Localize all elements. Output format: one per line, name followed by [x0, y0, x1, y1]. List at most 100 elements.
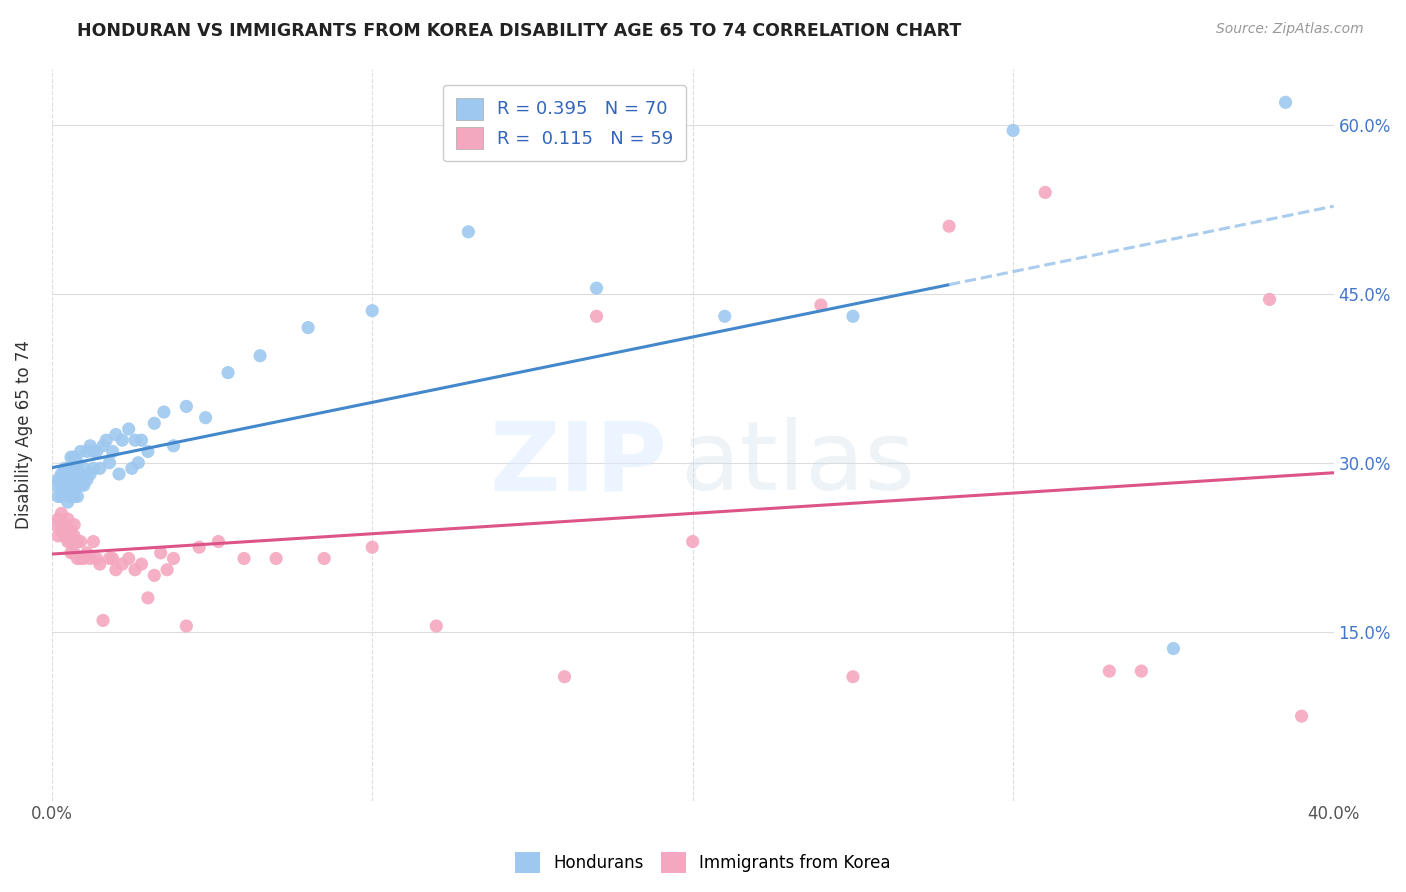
Point — [207, 534, 229, 549]
Point — [86, 444, 108, 458]
Point — [82, 461, 104, 475]
Point — [53, 467, 76, 481]
Point — [51, 524, 73, 538]
Point — [73, 461, 96, 475]
Point — [63, 529, 86, 543]
Point — [1258, 293, 1281, 307]
Point — [56, 524, 79, 538]
Point — [156, 563, 179, 577]
Point — [136, 591, 159, 605]
Point — [118, 551, 141, 566]
Point — [111, 433, 134, 447]
Point — [585, 310, 607, 324]
Point — [63, 517, 86, 532]
Point — [53, 473, 76, 487]
Point — [46, 490, 69, 504]
Point — [91, 439, 114, 453]
Point — [425, 619, 447, 633]
Point — [136, 444, 159, 458]
Point — [56, 512, 79, 526]
Point — [51, 507, 73, 521]
Point — [111, 557, 134, 571]
Point — [89, 461, 111, 475]
Point — [66, 456, 89, 470]
Point — [53, 529, 76, 543]
Point — [56, 534, 79, 549]
Point — [176, 400, 198, 414]
Point — [96, 433, 118, 447]
Point — [86, 551, 108, 566]
Point — [51, 467, 73, 481]
Point — [59, 467, 82, 481]
Point — [79, 551, 101, 566]
Point — [361, 540, 384, 554]
Point — [131, 433, 153, 447]
Point — [59, 478, 82, 492]
Point — [53, 483, 76, 498]
Point — [297, 320, 319, 334]
Point — [104, 563, 127, 577]
Point — [842, 310, 865, 324]
Point — [56, 467, 79, 481]
Point — [194, 410, 217, 425]
Point — [217, 366, 239, 380]
Point — [124, 563, 146, 577]
Point — [59, 450, 82, 464]
Point — [91, 614, 114, 628]
Legend: R = 0.395   N = 70, R =  0.115   N = 59: R = 0.395 N = 70, R = 0.115 N = 59 — [443, 85, 686, 161]
Point — [59, 524, 82, 538]
Point — [264, 551, 287, 566]
Point — [51, 490, 73, 504]
Point — [713, 310, 735, 324]
Text: HONDURAN VS IMMIGRANTS FROM KOREA DISABILITY AGE 65 TO 74 CORRELATION CHART: HONDURAN VS IMMIGRANTS FROM KOREA DISABI… — [77, 22, 962, 40]
Point — [176, 619, 198, 633]
Point — [56, 461, 79, 475]
Point — [73, 478, 96, 492]
Point — [56, 478, 79, 492]
Point — [76, 473, 98, 487]
Point — [143, 568, 166, 582]
Point — [59, 490, 82, 504]
Point — [153, 405, 176, 419]
Point — [249, 349, 271, 363]
Point — [1002, 123, 1025, 137]
Point — [1033, 186, 1056, 200]
Point — [127, 456, 149, 470]
Point — [59, 546, 82, 560]
Point — [66, 551, 89, 566]
Point — [938, 219, 960, 234]
Text: Source: ZipAtlas.com: Source: ZipAtlas.com — [1216, 22, 1364, 37]
Text: ZIP: ZIP — [489, 417, 666, 510]
Point — [104, 427, 127, 442]
Point — [56, 483, 79, 498]
Point — [143, 417, 166, 431]
Point — [108, 467, 131, 481]
Point — [162, 439, 184, 453]
Point — [118, 422, 141, 436]
Point — [314, 551, 336, 566]
Point — [682, 534, 704, 549]
Point — [63, 546, 86, 560]
Point — [69, 444, 91, 458]
Point — [101, 551, 124, 566]
Point — [44, 478, 66, 492]
Point — [76, 444, 98, 458]
Point — [69, 478, 91, 492]
Point — [98, 456, 121, 470]
Point — [1098, 664, 1121, 678]
Point — [82, 534, 104, 549]
Point — [149, 546, 172, 560]
Point — [162, 551, 184, 566]
Point — [842, 670, 865, 684]
Point — [76, 546, 98, 560]
Point — [46, 529, 69, 543]
Point — [69, 467, 91, 481]
Point — [69, 551, 91, 566]
Point — [188, 540, 211, 554]
Point — [59, 534, 82, 549]
Point — [79, 439, 101, 453]
Y-axis label: Disability Age 65 to 74: Disability Age 65 to 74 — [15, 340, 32, 529]
Text: atlas: atlas — [681, 417, 915, 510]
Point — [457, 225, 479, 239]
Point — [585, 281, 607, 295]
